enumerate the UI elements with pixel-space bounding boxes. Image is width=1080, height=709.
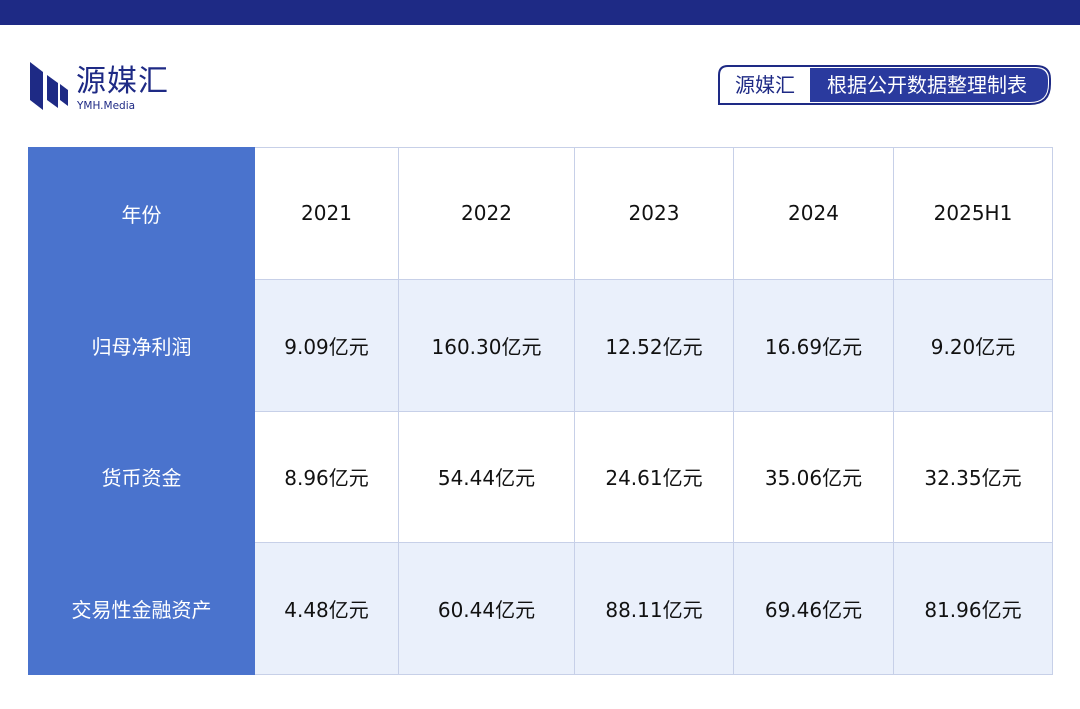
- table-cell: 81.96亿元: [893, 542, 1053, 675]
- table-cell: 32.35亿元: [893, 410, 1053, 544]
- table-cell: 9.20亿元: [893, 278, 1053, 412]
- source-badge-frame: [718, 65, 1051, 105]
- table-cell: 4.48亿元: [254, 542, 399, 675]
- table-cell: 54.44亿元: [398, 410, 575, 544]
- header-year-2024: 2024: [733, 147, 894, 280]
- table-row-net-profit: 归母净利润 9.09亿元 160.30亿元 12.52亿元 16.69亿元 9.…: [28, 278, 1053, 412]
- source-badge: 源媒汇 根据公开数据整理制表: [718, 65, 1051, 105]
- header-year-label: 年份: [28, 147, 255, 280]
- top-bar: [0, 0, 1080, 25]
- header-year-2021: 2021: [254, 147, 399, 280]
- table-header-row: 年份 2021 2022 2023 2024 2025H1: [28, 147, 1053, 280]
- source-badge-brand: 源媒汇: [735, 73, 795, 97]
- table-cell: 160.30亿元: [398, 278, 575, 412]
- row-label: 归母净利润: [28, 278, 255, 412]
- table-cell: 9.09亿元: [254, 278, 399, 412]
- table-cell: 60.44亿元: [398, 542, 575, 675]
- table-row-cash: 货币资金 8.96亿元 54.44亿元 24.61亿元 35.06亿元 32.3…: [28, 410, 1053, 544]
- row-label: 交易性金融资产: [28, 542, 255, 675]
- table-cell: 24.61亿元: [574, 410, 734, 544]
- financial-data-table: 年份 2021 2022 2023 2024 2025H1 归母净利润 9.09…: [28, 147, 1053, 675]
- table-cell: 88.11亿元: [574, 542, 734, 675]
- source-badge-text: 根据公开数据整理制表: [827, 73, 1027, 97]
- table-cell: 8.96亿元: [254, 410, 399, 544]
- table-cell: 35.06亿元: [733, 410, 894, 544]
- table-row-trading-assets: 交易性金融资产 4.48亿元 60.44亿元 88.11亿元 69.46亿元 8…: [28, 542, 1053, 675]
- table-cell: 16.69亿元: [733, 278, 894, 412]
- header-year-2023: 2023: [574, 147, 734, 280]
- brand-subtitle: YMH.Media: [77, 100, 136, 112]
- table-cell: 69.46亿元: [733, 542, 894, 675]
- header-year-2022: 2022: [398, 147, 575, 280]
- brand-logo-icon: [30, 62, 68, 110]
- table-cell: 12.52亿元: [574, 278, 734, 412]
- header-year-2025h1: 2025H1: [893, 147, 1053, 280]
- row-label: 货币资金: [28, 410, 255, 544]
- brand-name: 源媒汇: [76, 64, 169, 99]
